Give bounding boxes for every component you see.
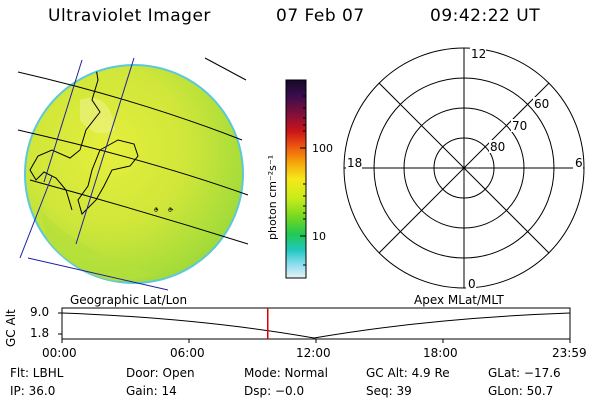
longitude-grid xyxy=(19,57,169,291)
status-mode: Mode: Normal xyxy=(244,366,328,380)
status-dsp: Dsp: −0.0 xyxy=(244,384,305,398)
colorbar-unit-label: photon cm⁻²s⁻¹ xyxy=(266,155,279,240)
lat-label-60: 60 xyxy=(534,97,549,111)
map-marker: 6 xyxy=(154,207,158,214)
map-marker: 6 xyxy=(168,207,172,214)
colorbar-tick-10: 10 xyxy=(312,230,326,243)
latitude-grid xyxy=(17,57,249,245)
colorbar-tick-100: 100 xyxy=(312,142,333,155)
color-bar xyxy=(285,79,307,279)
mlt-label-0: 0 xyxy=(468,277,476,291)
mlt-label-6: 6 xyxy=(575,156,583,170)
uv-earth-image: 6 6 xyxy=(24,64,244,284)
timeline-y-tick: 1.8 xyxy=(30,326,50,340)
date-label: 07 Feb 07 xyxy=(276,6,365,26)
lat-label-80: 80 xyxy=(490,140,505,154)
timeline-right-label: Apex MLat/MLT xyxy=(414,293,504,307)
timeline-left-label: Geographic Lat/Lon xyxy=(70,293,188,307)
timeline-x-tick: 12:00 xyxy=(296,346,331,360)
status-gc-alt: GC Alt: 4.9 Re xyxy=(366,366,450,380)
time-label: 09:42:22 UT xyxy=(430,6,541,26)
status-door: Door: Open xyxy=(126,366,195,380)
status-seq: Seq: 39 xyxy=(366,384,412,398)
mlt-label-12: 12 xyxy=(471,47,486,61)
timeline-x-tick: 23:59 xyxy=(552,346,587,360)
timeline-x-ticks xyxy=(58,312,571,343)
status-filter: Flt: LBHL xyxy=(10,366,64,380)
timeline-y-tick: 9.0 xyxy=(30,305,50,319)
polar-plot xyxy=(343,47,585,289)
timeline-x-tick: 00:00 xyxy=(42,346,77,360)
status-glon: GLon: 50.7 xyxy=(488,384,554,398)
status-glat: GLat: −17.6 xyxy=(488,366,561,380)
status-ip: IP: 36.0 xyxy=(10,384,56,398)
timeline-y-label: GC Alt xyxy=(4,309,18,347)
timeline-panel xyxy=(58,307,571,343)
timeline-x-tick: 06:00 xyxy=(170,346,205,360)
colorbar-ticks xyxy=(300,95,306,266)
lat-label-70: 70 xyxy=(512,119,527,133)
app-title: Ultraviolet Imager xyxy=(48,6,211,26)
timeline-x-tick: 18:00 xyxy=(423,346,458,360)
mlt-label-18: 18 xyxy=(347,156,362,170)
status-gain: Gain: 14 xyxy=(126,384,177,398)
